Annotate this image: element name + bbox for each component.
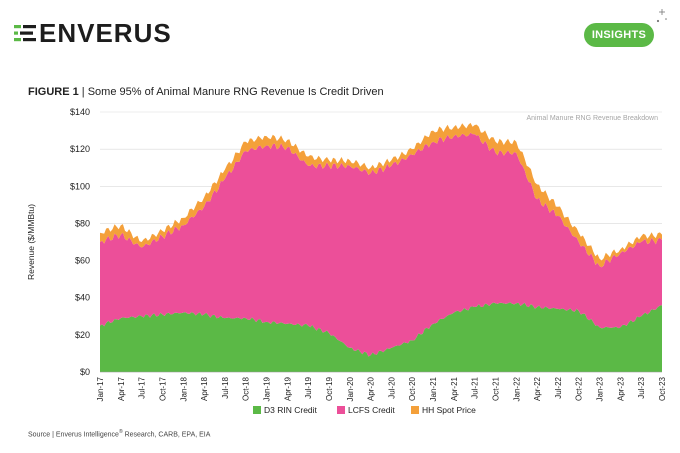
x-tick-label: Jul-18 xyxy=(221,376,230,398)
x-tick-label: Jul-17 xyxy=(138,376,147,398)
x-tick-label: Jul-21 xyxy=(471,376,480,398)
y-tick-label: $140 xyxy=(70,107,90,117)
x-tick-label: Jul-22 xyxy=(554,376,563,398)
legend-label: LCFS Credit xyxy=(348,405,395,415)
x-tick-label: Apr-18 xyxy=(200,376,209,401)
area-hh-spot-price xyxy=(100,122,662,268)
y-tick-label: $40 xyxy=(75,293,90,303)
x-tick-label: Oct-17 xyxy=(158,376,167,401)
source-suffix: Research, CARB, EPA, EIA xyxy=(122,431,211,439)
x-tick-label: Apr-23 xyxy=(616,376,625,401)
x-tick-label: Jul-23 xyxy=(637,376,646,398)
x-tick-label: Apr-21 xyxy=(450,376,459,401)
x-tick-label: Jan-22 xyxy=(512,376,521,401)
x-tick-label: Oct-23 xyxy=(658,376,667,401)
x-tick-label: Apr-20 xyxy=(367,376,376,401)
figure-title: FIGURE 1 | Some 95% of Animal Manure RNG… xyxy=(28,86,384,98)
area-lcfs-credit xyxy=(100,132,662,357)
y-tick-label: $0 xyxy=(80,367,90,377)
logo-text: ENVERUS xyxy=(39,18,172,48)
source-prefix: Source | Enverus Intelligence xyxy=(28,431,119,439)
y-tick-label: $20 xyxy=(75,330,90,340)
y-tick-label: $60 xyxy=(75,256,90,266)
x-tick-label: Jan-20 xyxy=(346,376,355,401)
y-tick-label: $100 xyxy=(70,181,90,191)
x-tick-label: Apr-22 xyxy=(533,376,542,401)
figure-label: FIGURE 1 xyxy=(28,86,79,98)
insights-button[interactable]: INSIGHTS xyxy=(584,23,654,47)
source-note: Source | Enverus Intelligence® Research,… xyxy=(28,429,210,438)
x-tick-label: Jul-20 xyxy=(387,376,396,398)
legend-item: D3 RIN Credit xyxy=(253,405,318,415)
x-tick-label: Jul-19 xyxy=(304,376,313,398)
source-registered-mark: ® xyxy=(118,429,123,435)
x-tick-label: Oct-20 xyxy=(408,376,417,401)
x-tick-label: Oct-21 xyxy=(492,376,501,401)
x-tick-label: Jan-19 xyxy=(263,376,272,401)
x-tick-label: Oct-18 xyxy=(242,376,251,401)
x-tick-label: Oct-19 xyxy=(325,376,334,401)
area-d3-rin-credit xyxy=(100,302,662,372)
x-tick-label: Jan-17 xyxy=(96,376,105,401)
y-tick-label: $80 xyxy=(75,218,90,228)
chart-inner-title: Animal Manure RNG Revenue Breakdown xyxy=(526,115,658,122)
legend-label: HH Spot Price xyxy=(422,405,476,415)
enverus-logo: ENVERUS xyxy=(14,20,172,46)
legend-item: HH Spot Price xyxy=(411,405,476,415)
figure-caption: Some 95% of Animal Manure RNG Revenue Is… xyxy=(87,86,384,98)
y-axis-title: Revenue ($/MMBtu) xyxy=(26,204,36,280)
legend-swatch xyxy=(411,406,419,414)
x-tick-label: Jan-21 xyxy=(429,376,438,401)
enverus-logo-mark-icon xyxy=(14,25,36,42)
y-tick-label: $120 xyxy=(70,144,90,154)
legend-swatch xyxy=(253,406,261,414)
x-tick-label: Jan-18 xyxy=(179,376,188,401)
x-tick-label: Apr-19 xyxy=(283,376,292,401)
figure-separator: | xyxy=(78,86,88,98)
legend-swatch xyxy=(337,406,345,414)
sparkle-icon xyxy=(656,9,667,23)
legend-label: D3 RIN Credit xyxy=(264,405,318,415)
x-tick-label: Jan-23 xyxy=(596,376,605,401)
x-tick-label: Oct-22 xyxy=(575,376,584,401)
legend-item: LCFS Credit xyxy=(337,405,395,415)
x-tick-label: Apr-17 xyxy=(117,376,126,401)
